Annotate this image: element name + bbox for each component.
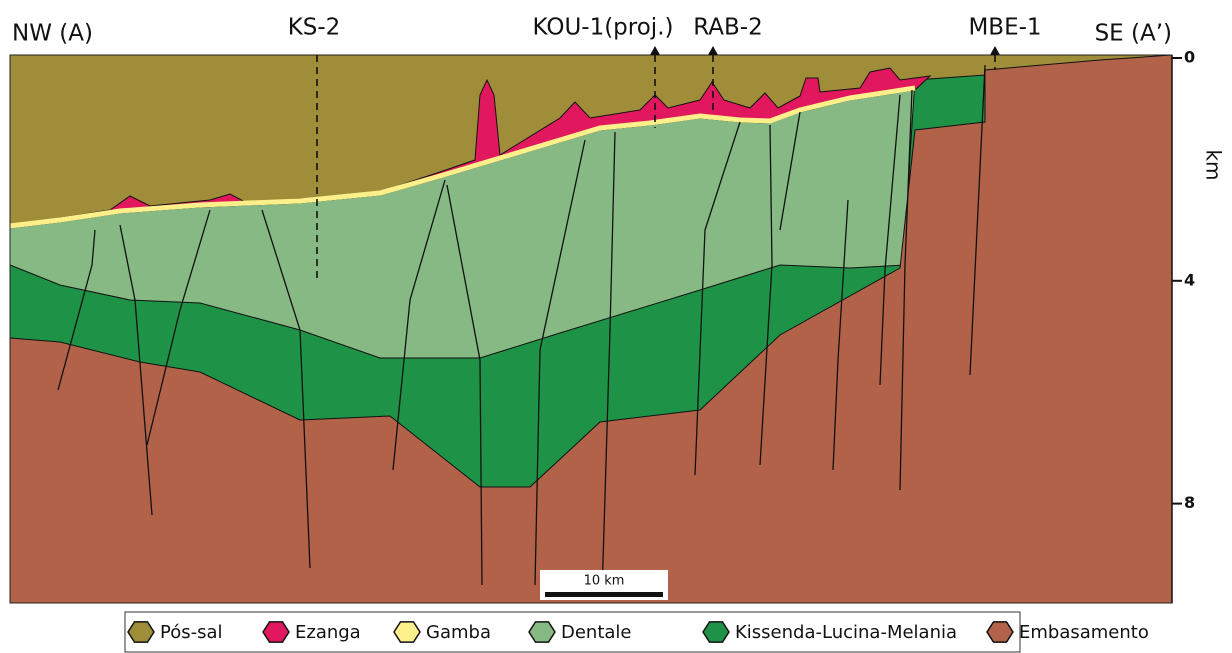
legend-label: Pós-sal <box>160 622 223 643</box>
well-marker <box>708 46 718 55</box>
legend-label: Ezanga <box>295 622 361 643</box>
right-label: SE (A’) <box>1095 21 1172 47</box>
legend: Pós-sal Ezanga Gamba Dentale Kissenda-Lucina… <box>125 612 1149 652</box>
legend-label: Embasamento <box>1019 622 1149 643</box>
legend-swatch <box>128 622 154 642</box>
axis-unit: km <box>1202 149 1226 180</box>
legend-label: Kissenda-Lucina-Melania <box>735 622 957 643</box>
depth-axis: km 0 4 8 <box>1172 48 1226 604</box>
legend-swatch <box>263 622 289 642</box>
well-marker <box>990 46 1000 55</box>
legend-swatch <box>703 622 729 642</box>
well-label: KS-2 <box>288 15 341 41</box>
tick-label: 0 <box>1184 48 1195 67</box>
well-label: KOU-1(proj.) <box>533 15 674 41</box>
legend-label: Dentale <box>561 622 632 643</box>
scale-line <box>545 592 663 597</box>
tick-label: 4 <box>1184 270 1195 289</box>
legend-swatch <box>529 622 555 642</box>
cross-section: NW (A) SE (A’) KS-2 KOU-1(proj.) RAB-2 M… <box>0 0 1232 653</box>
well-label: MBE-1 <box>968 15 1041 41</box>
legend-swatch <box>394 622 420 642</box>
layers <box>10 55 1172 603</box>
legend-swatch <box>987 622 1013 642</box>
tick-label: 8 <box>1184 493 1195 512</box>
scale-label: 10 km <box>584 574 625 589</box>
well-label: RAB-2 <box>693 15 763 41</box>
left-label: NW (A) <box>12 21 93 47</box>
well-marker <box>650 46 660 55</box>
legend-label: Gamba <box>426 622 491 643</box>
scale-bar: 10 km <box>540 570 668 600</box>
